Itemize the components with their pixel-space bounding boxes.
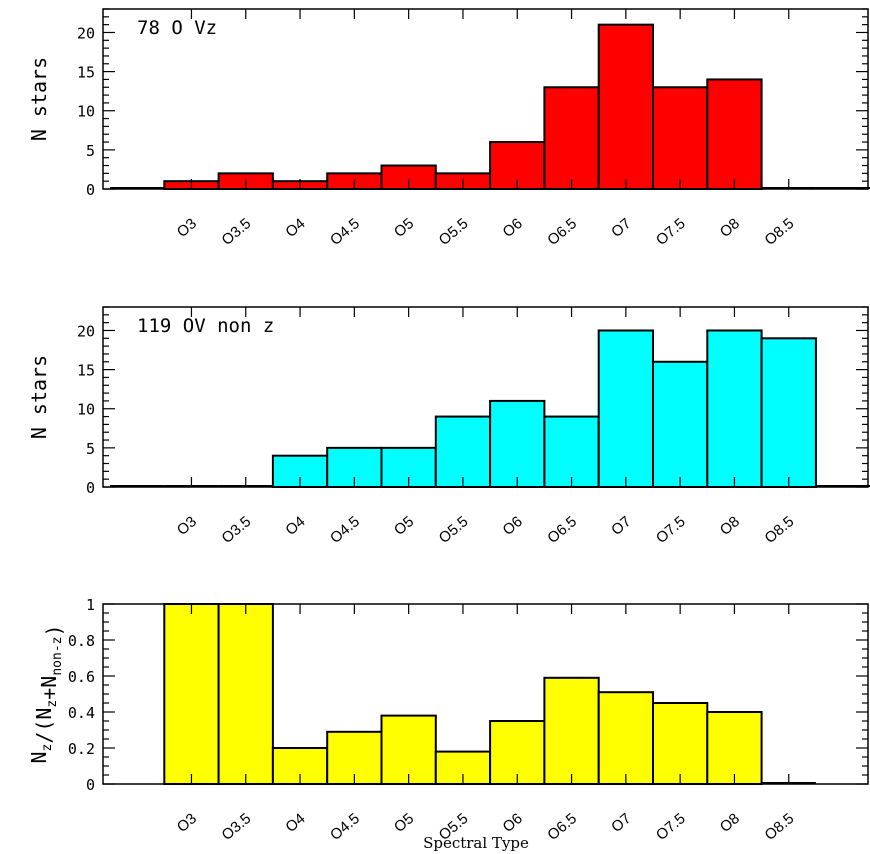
x-tick-label: O3.5 bbox=[218, 810, 254, 844]
bar bbox=[706, 711, 763, 785]
y-tick-label: 0.2 bbox=[68, 740, 95, 758]
x-tick-label: O7.5 bbox=[653, 215, 689, 249]
x-tick-label: O8 bbox=[717, 215, 743, 241]
bar bbox=[597, 329, 655, 489]
x-tick-label: O5 bbox=[391, 215, 417, 241]
bar bbox=[597, 23, 655, 190]
plot-frame bbox=[102, 306, 869, 488]
x-tick-label: O4.5 bbox=[327, 810, 363, 844]
bar bbox=[706, 78, 763, 190]
x-tick-label: O6 bbox=[500, 513, 526, 539]
bar bbox=[380, 714, 437, 785]
x-tick-label: O3.5 bbox=[218, 215, 254, 249]
bar bbox=[652, 702, 709, 785]
x-tick-label: O7 bbox=[608, 215, 634, 241]
y-tick-label: 10 bbox=[77, 401, 95, 419]
non-z-histogram-panel: 0 5 10 15 20 O3 O3.5 O4 O4.5 O5 O5.5 O6 O6.5 O7 O7.5 O8… bbox=[27, 306, 870, 547]
x-tick-label: O6.5 bbox=[544, 215, 580, 249]
bar bbox=[489, 720, 546, 785]
vz-histogram-panel: 0 5 10 15 20 O3 O3.5 O4 O4.5 O5 O5.5 O6 O6.5 O7 O7.5 O8… bbox=[27, 8, 870, 249]
x-tick-label: O3 bbox=[174, 513, 200, 539]
x-tick-label: O5 bbox=[391, 513, 417, 539]
x-tick-label: O5.5 bbox=[436, 513, 472, 547]
y-axis-label: N stars bbox=[27, 355, 51, 439]
bar bbox=[706, 329, 763, 489]
y-tick-label: 15 bbox=[77, 64, 95, 82]
bar bbox=[652, 360, 709, 489]
x-tick-label: O3 bbox=[174, 810, 200, 836]
x-tick-label: O7 bbox=[608, 810, 634, 836]
y-tick-label: 10 bbox=[77, 103, 95, 121]
y-tick-label: 15 bbox=[77, 362, 95, 380]
y-tick-label: 20 bbox=[77, 24, 95, 42]
x-tick-label: O8.5 bbox=[761, 810, 797, 844]
x-tick-label: O6 bbox=[500, 810, 526, 836]
y-axis-label: Nz/(Nz+Nnon-z) bbox=[27, 624, 66, 763]
bar bbox=[434, 415, 492, 488]
y-axis-label: N stars bbox=[27, 57, 51, 141]
y-tick-label: 0.8 bbox=[68, 632, 95, 650]
x-tick-label: O4.5 bbox=[327, 215, 363, 249]
x-tick-label: O6.5 bbox=[544, 513, 580, 547]
y-tick-label: 1 bbox=[86, 596, 95, 614]
x-tick-label: O7.5 bbox=[653, 810, 689, 844]
x-tick-label: O5.5 bbox=[436, 215, 472, 249]
x-tick-label: O4 bbox=[282, 215, 308, 241]
y-tick-label: 5 bbox=[86, 142, 95, 160]
plot-frame bbox=[102, 8, 869, 190]
panel-annotation: 119 OV non z bbox=[137, 315, 274, 337]
panel-annotation: 78 O Vz bbox=[137, 17, 217, 39]
y-tick-label: 0 bbox=[86, 479, 95, 497]
x-tick-label: O6 bbox=[500, 215, 526, 241]
x-tick-label: O8 bbox=[717, 810, 743, 836]
bar bbox=[760, 337, 817, 488]
y-tick-label: 0.4 bbox=[68, 704, 95, 722]
bar bbox=[543, 415, 600, 488]
y-tick-label: 5 bbox=[86, 440, 95, 458]
y-tick-label: 20 bbox=[77, 322, 95, 340]
x-tick-label: O4 bbox=[282, 810, 308, 836]
bar bbox=[652, 86, 709, 190]
x-tick-label: O7.5 bbox=[653, 513, 689, 547]
x-tick-label: O8 bbox=[717, 513, 743, 539]
x-tick-label: O8.5 bbox=[761, 215, 797, 249]
x-tick-label: O3 bbox=[174, 215, 200, 241]
bar bbox=[543, 676, 600, 785]
x-tick-label: O7 bbox=[608, 513, 634, 539]
bar bbox=[597, 691, 655, 786]
x-tick-label: O4.5 bbox=[327, 513, 363, 547]
bar bbox=[163, 603, 220, 785]
x-tick-label: O4 bbox=[282, 513, 308, 539]
bar bbox=[489, 399, 546, 489]
y-tick-label: 0 bbox=[86, 181, 95, 199]
x-tick-label: O5 bbox=[391, 810, 417, 836]
y-tick-label: 0.6 bbox=[68, 668, 95, 686]
bar bbox=[543, 86, 600, 190]
x-tick-label: O3.5 bbox=[218, 513, 254, 547]
bar bbox=[217, 603, 274, 785]
x-tick-label: O8.5 bbox=[761, 513, 797, 547]
y-tick-label: 0 bbox=[86, 776, 95, 794]
x-tick-label: O6.5 bbox=[544, 810, 580, 844]
x-axis-label: Spectral Type bbox=[423, 834, 529, 852]
